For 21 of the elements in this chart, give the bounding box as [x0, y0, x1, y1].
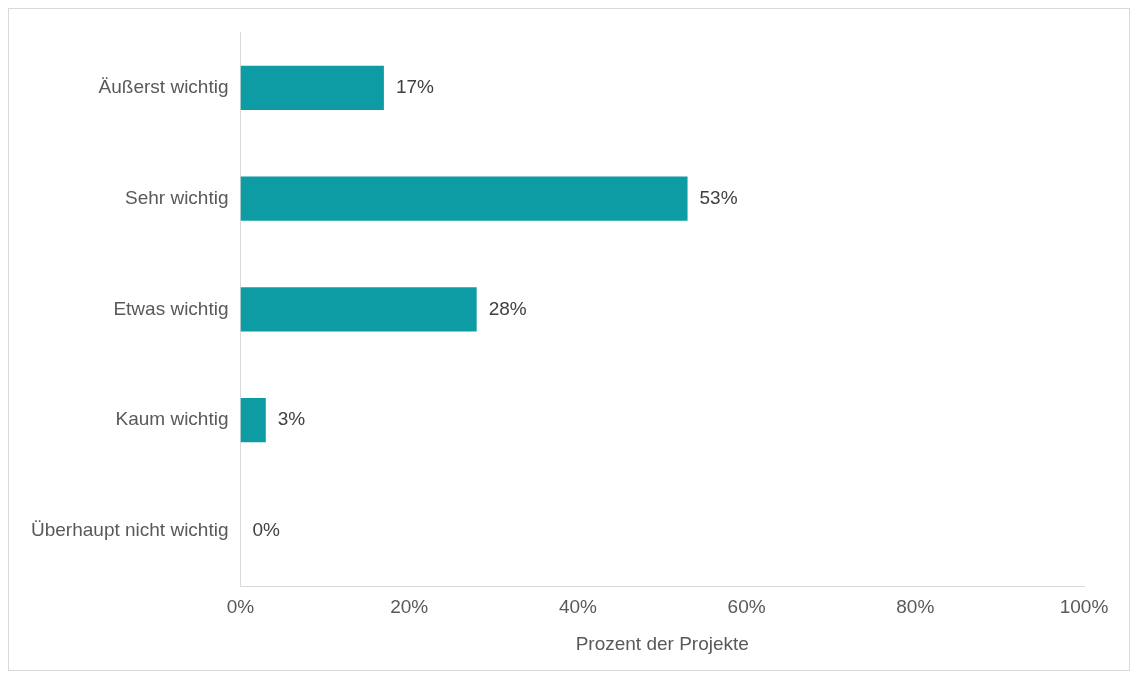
- bar: [240, 65, 384, 110]
- y-tick-label: Kaum wichtig: [115, 408, 229, 430]
- y-tick-label: Überhaupt nicht wichtig: [31, 519, 229, 541]
- data-label: 0%: [252, 519, 281, 541]
- y-tick-label: Sehr wichtig: [125, 186, 229, 208]
- y-tick-label: Äußerst wichtig: [98, 76, 229, 98]
- data-label: 17%: [395, 76, 435, 98]
- x-tick-label: 20%: [390, 596, 429, 618]
- x-tick-label: 100%: [1059, 596, 1109, 618]
- data-label: 28%: [488, 297, 527, 319]
- x-axis-title: Prozent der Projekte: [575, 632, 749, 654]
- x-tick-label: 80%: [896, 596, 935, 618]
- x-tick-label: 40%: [558, 596, 598, 618]
- x-tick-label: 60%: [727, 596, 766, 618]
- x-tick-label: 0%: [226, 596, 255, 618]
- bar: [240, 176, 688, 221]
- bar: [240, 398, 266, 443]
- data-label: 53%: [699, 186, 738, 208]
- data-label: 3%: [277, 408, 306, 430]
- bar: [240, 287, 477, 332]
- y-tick-label: Etwas wichtig: [113, 297, 229, 319]
